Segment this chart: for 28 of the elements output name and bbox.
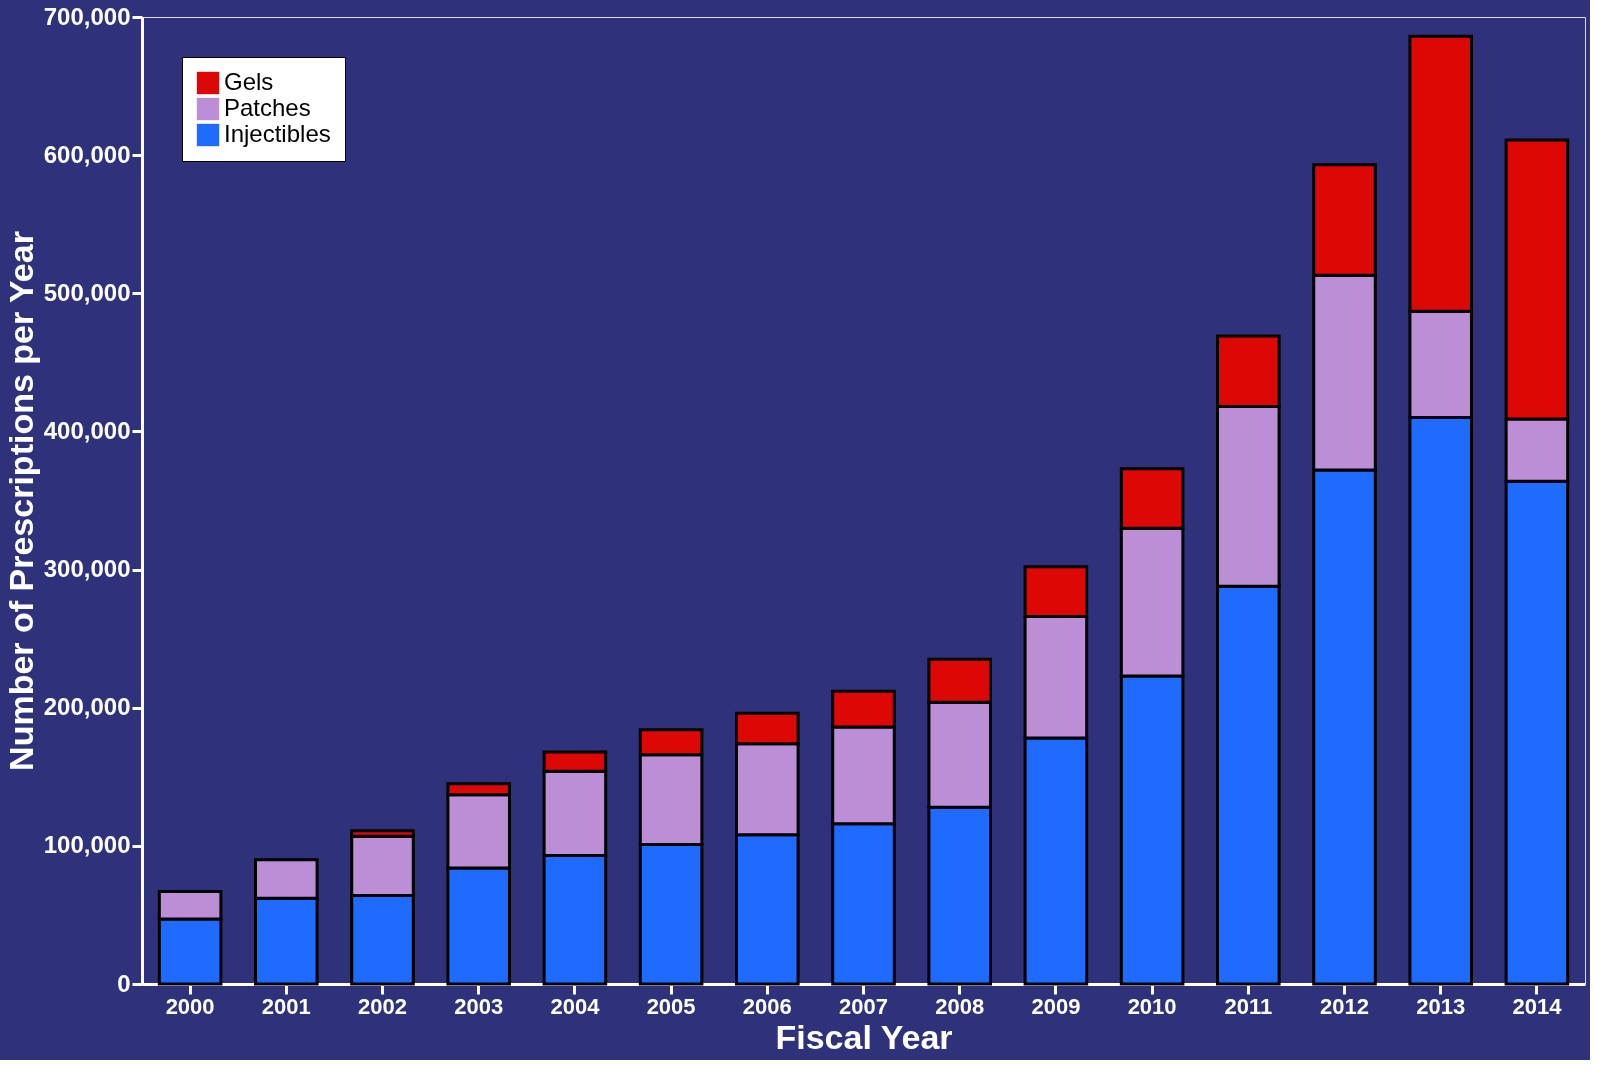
legend-label: Gels [224, 68, 274, 95]
y-tick-label: 700,000 [43, 2, 131, 30]
x-tick-label: 2012 [1320, 993, 1369, 1019]
y-tick-label: 200,000 [43, 693, 131, 721]
y-tick-label: 300,000 [43, 555, 131, 583]
x-axis-title: Fiscal Year [775, 1017, 953, 1056]
legend-label: Patches [224, 94, 311, 121]
x-tick-label: 2002 [358, 993, 407, 1019]
x-tick-label: 2007 [839, 993, 888, 1019]
legend-label: Injectibles [224, 120, 331, 147]
x-tick-label: 2011 [1224, 993, 1273, 1019]
x-tick-label: 2013 [1416, 993, 1466, 1019]
x-tick-label: 2003 [454, 993, 504, 1019]
x-tick-label: 2014 [1512, 993, 1563, 1019]
x-tick-label: 2005 [646, 993, 696, 1019]
y-tick-label: 400,000 [43, 416, 131, 444]
y-tick-label: 0 [117, 969, 131, 997]
x-tick-label: 2008 [935, 993, 985, 1019]
x-tick-label: 2004 [550, 993, 601, 1019]
y-axis-title: Number of Prescriptions per Year [1, 231, 40, 771]
y-tick-label: 600,000 [43, 140, 131, 168]
x-tick-label: 2001 [261, 993, 311, 1019]
x-tick-label: 2000 [165, 993, 215, 1019]
x-tick-label: 2010 [1127, 993, 1177, 1019]
y-tick-label: 500,000 [43, 278, 131, 306]
x-tick-label: 2006 [742, 993, 792, 1019]
x-tick-label: 2009 [1031, 993, 1081, 1019]
y-tick-label: 100,000 [43, 831, 131, 859]
